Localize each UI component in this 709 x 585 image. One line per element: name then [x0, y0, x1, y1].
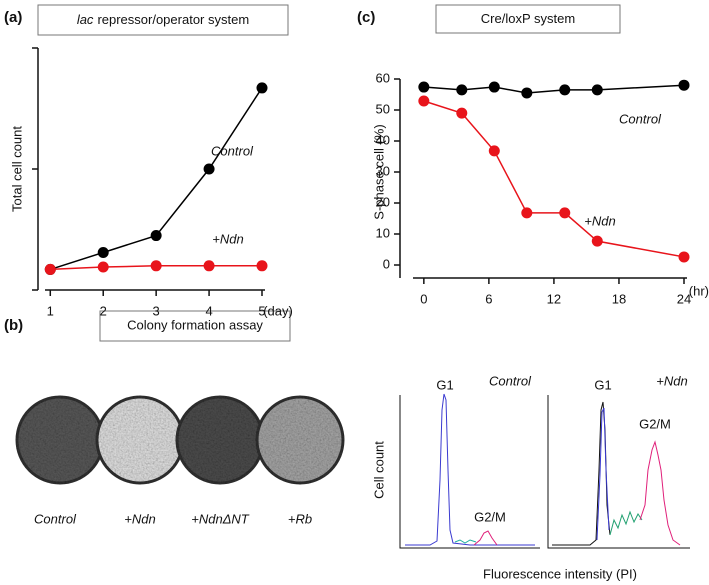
panel-title: Colony formation assay: [127, 317, 263, 332]
point: [150, 230, 162, 242]
point: [521, 87, 533, 99]
point: [418, 95, 430, 107]
x-axis-label: Fluorescence intensity (PI): [483, 566, 637, 581]
point: [678, 79, 690, 91]
x-unit: (hr): [689, 283, 709, 298]
histograms: [399, 393, 690, 549]
condition-label: Control: [489, 373, 532, 388]
point: [97, 246, 109, 258]
s-phase: [609, 510, 643, 536]
panel-label: (b): [4, 317, 23, 334]
title-part: Cre/loxP system: [481, 11, 575, 26]
g1-peak: [596, 407, 610, 541]
title-part: lac: [77, 12, 94, 27]
panel-label: (a): [4, 9, 22, 26]
title-box: [99, 310, 291, 342]
dish-label: +NdnΔNT: [191, 511, 250, 526]
y-tick-label: 30: [376, 163, 390, 178]
x-tick-label: 6: [485, 291, 492, 306]
point: [44, 263, 56, 275]
x-tick-label: 12: [547, 291, 561, 306]
x-tick-label: 3: [153, 303, 160, 318]
title-box: [435, 4, 621, 34]
point: [203, 163, 215, 175]
series-label: +Ndn: [212, 231, 243, 246]
y-tick-label: 0: [383, 256, 390, 271]
dish: [15, 395, 105, 485]
title-box: [37, 4, 289, 36]
g2m-peak: [473, 530, 498, 546]
x-tick-label: 4: [205, 303, 212, 318]
dish-label: Control: [34, 511, 77, 526]
g2m-peak: [639, 440, 681, 546]
dish: [95, 395, 185, 485]
x-tick-label: 18: [612, 291, 626, 306]
y-tick-label: 40: [376, 132, 390, 147]
point: [150, 260, 162, 272]
peak-label: G2/M: [474, 509, 506, 524]
point: [418, 81, 430, 93]
panel-label: (c): [357, 9, 375, 26]
point: [203, 260, 215, 272]
series-label: +Ndn: [584, 213, 615, 228]
y-axis-label: S-phase cell (%): [371, 124, 386, 219]
point: [256, 260, 268, 272]
x-tick-label: 0: [420, 291, 427, 306]
series-label: Control: [619, 111, 662, 126]
point: [521, 207, 533, 219]
hist-axis: [547, 395, 690, 549]
y-axis-label: Total cell count: [9, 126, 24, 212]
point: [678, 251, 690, 263]
peak-label: G1: [436, 377, 453, 392]
point: [97, 261, 109, 273]
y-tick-label: 10: [376, 225, 390, 240]
y-tick-label: 20: [376, 194, 390, 209]
point: [456, 84, 468, 96]
x-unit: (day): [263, 303, 293, 318]
point: [488, 81, 500, 93]
s-phase: [454, 539, 477, 544]
x-tick-label: 5: [258, 303, 265, 318]
g1-peak: [405, 393, 535, 546]
dish: [175, 395, 265, 485]
point: [488, 145, 500, 157]
x-tick-label: 24: [677, 291, 691, 306]
title-part: repressor/operator system: [97, 12, 249, 27]
point: [591, 84, 603, 96]
dish-label: +Ndn: [124, 511, 155, 526]
point: [591, 235, 603, 247]
dish-label: +Rb: [288, 511, 312, 526]
condition-label: +Ndn: [656, 373, 687, 388]
x-tick-label: 2: [100, 303, 107, 318]
point: [256, 82, 268, 94]
dishes: [15, 395, 345, 485]
hist-axis: [399, 395, 540, 549]
peak-label: G1: [594, 377, 611, 392]
point: [456, 107, 468, 119]
peak-label: G2/M: [639, 416, 671, 431]
y-tick-label: 60: [376, 70, 390, 85]
chart-title: Cre/loxP system: [481, 11, 575, 26]
chart-title: lac repressor/operator system: [77, 12, 249, 27]
point: [559, 84, 571, 96]
series-label: Control: [211, 143, 254, 158]
y-axis-label: Cell count: [371, 441, 386, 499]
point: [559, 207, 571, 219]
y-tick-label: 50: [376, 101, 390, 116]
dish: [255, 395, 345, 485]
x-tick-label: 1: [47, 303, 54, 318]
